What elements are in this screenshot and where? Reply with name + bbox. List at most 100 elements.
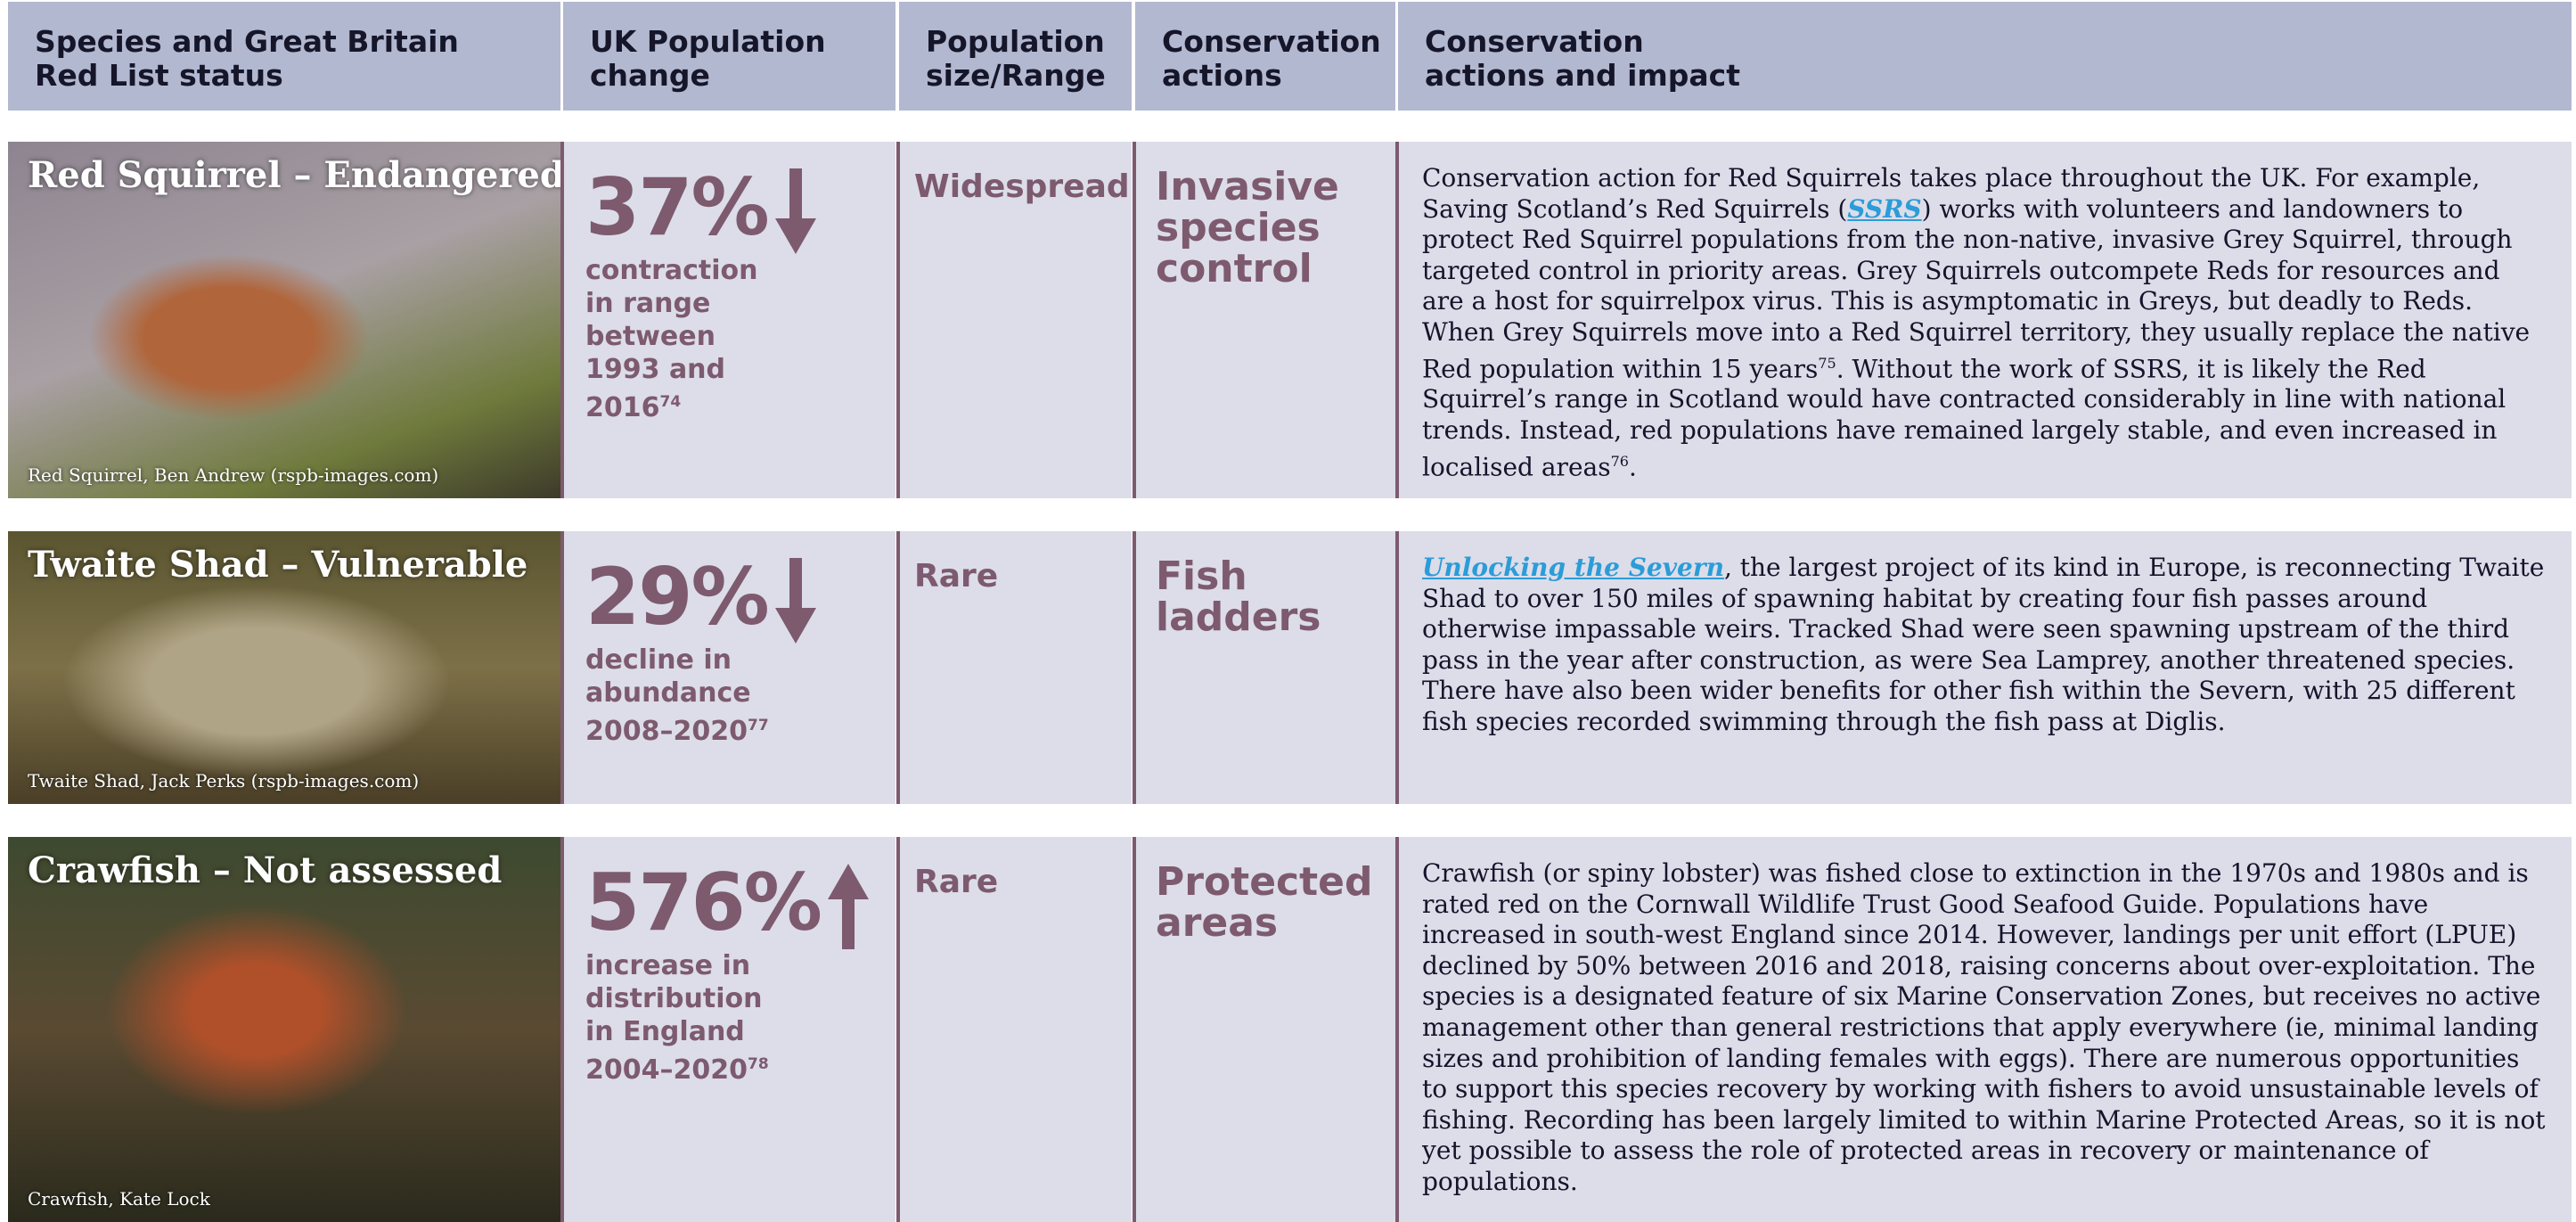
detail-line: abundance <box>585 677 895 709</box>
action-line: areas <box>1156 903 1381 944</box>
detail-line: in range <box>585 287 895 320</box>
column-divider <box>1395 837 1399 1222</box>
arrow-down <box>775 168 816 254</box>
action-line: species <box>1156 208 1381 249</box>
column-divider <box>1395 531 1399 804</box>
population-range: Rare <box>896 531 1132 595</box>
change-detail: decline inabundance2008–202077 <box>585 644 895 748</box>
column-divider <box>896 837 900 1222</box>
text: . <box>1629 452 1637 481</box>
column-divider <box>1133 837 1136 1222</box>
table-cell: Unlocking the Severn, the largest projec… <box>1395 531 2572 804</box>
photo-caption: Twaite Shad, Jack Perks (rspb-images.com… <box>28 770 419 791</box>
population-change: 29%decline inabundance2008–202077 <box>560 531 895 748</box>
header-text: change <box>590 59 869 93</box>
table-cell: Crawfish (or spiny lobster) was fished c… <box>1395 837 2572 1222</box>
table-cell: Rare <box>896 531 1132 804</box>
table-cell: Rare <box>896 837 1132 1222</box>
column-divider <box>1133 142 1136 498</box>
species-photo: Twaite Shad – Vulnerable Twaite Shad, Jac… <box>8 531 560 804</box>
detail-line: increase in <box>585 949 895 982</box>
photo-caption: Crawfish, Kate Lock <box>28 1188 210 1210</box>
species-photo: Crawfish – Not assessed Crawfish, Kate Lo… <box>8 837 560 1222</box>
change-row: 37% <box>585 167 895 254</box>
header-text: Conservation <box>1425 25 2545 59</box>
footnote-ref: 77 <box>748 717 769 734</box>
table-cell: Conservation action for Red Squirrels ta… <box>1395 142 2572 498</box>
footnote-ref: 78 <box>748 1055 769 1073</box>
action-line: Protected <box>1156 862 1381 903</box>
species-title: Crawfish – Not assessed <box>28 849 502 891</box>
change-value: 29% <box>585 556 768 638</box>
detail-line: 2004–202078 <box>585 1048 895 1087</box>
detail-line: contraction <box>585 254 895 287</box>
species-title: Red Squirrel – Endangered <box>28 154 560 196</box>
change-value: 576% <box>585 862 821 944</box>
action-line: Fish <box>1156 556 1381 597</box>
impact-text: Conservation action for Red Squirrels ta… <box>1395 142 2572 483</box>
action-line: Invasive <box>1156 167 1381 208</box>
text: Crawfish (or spiny lobster) was fished c… <box>1422 858 2546 1196</box>
detail-line: 2008–202077 <box>585 709 895 748</box>
header-text: actions <box>1162 59 1369 93</box>
column-divider <box>560 142 564 498</box>
footnote-ref: 76 <box>1611 453 1629 470</box>
header-text: size/Range <box>926 59 1105 93</box>
arrow-down <box>775 558 816 644</box>
detail-line: decline in <box>585 644 895 677</box>
detail-line: in England <box>585 1015 895 1048</box>
header-text: actions and impact <box>1425 59 2545 93</box>
population-range: Widespread <box>896 142 1132 206</box>
column-divider <box>560 531 564 804</box>
impact-text: Crawfish (or spiny lobster) was fished c… <box>1395 837 2572 1198</box>
photo-caption: Red Squirrel, Ben Andrew (rspb-images.co… <box>28 464 438 486</box>
species-title: Twaite Shad – Vulnerable <box>28 544 527 586</box>
species-photo: Red Squirrel – Endangered Red Squirrel, B… <box>8 142 560 498</box>
impact-text: Unlocking the Severn, the largest projec… <box>1395 531 2572 738</box>
change-value: 37% <box>585 167 768 249</box>
link[interactable]: SSRS <box>1847 194 1921 224</box>
arrow-up <box>828 864 869 949</box>
footnote-ref: 74 <box>660 393 682 411</box>
footnote-ref: 75 <box>1818 355 1836 372</box>
header-text: UK Population <box>590 25 869 59</box>
detail-line: 1993 and <box>585 353 895 386</box>
page: {"header": {"columns": [["Species and Gr… <box>0 0 2576 1222</box>
action-line: ladders <box>1156 597 1381 638</box>
header-cell: Species and Great BritainRed List status <box>8 2 560 111</box>
header-text: Population <box>926 25 1105 59</box>
table-cell: Widespread <box>896 142 1132 498</box>
link[interactable]: Unlocking the Severn <box>1422 553 1724 582</box>
action-line: control <box>1156 249 1381 290</box>
detail-line: 201674 <box>585 386 895 424</box>
column-divider <box>560 837 564 1222</box>
change-row: 576% <box>585 862 895 949</box>
column-divider <box>896 531 900 804</box>
change-row: 29% <box>585 556 895 644</box>
detail-line: distribution <box>585 982 895 1015</box>
header-text: Species and Great Britain <box>35 25 534 59</box>
population-range: Rare <box>896 837 1132 901</box>
header-text: Red List status <box>35 59 534 93</box>
column-divider <box>1133 531 1136 804</box>
header-text: Conservation <box>1162 25 1369 59</box>
column-divider <box>1395 142 1399 498</box>
detail-line: between <box>585 320 895 353</box>
